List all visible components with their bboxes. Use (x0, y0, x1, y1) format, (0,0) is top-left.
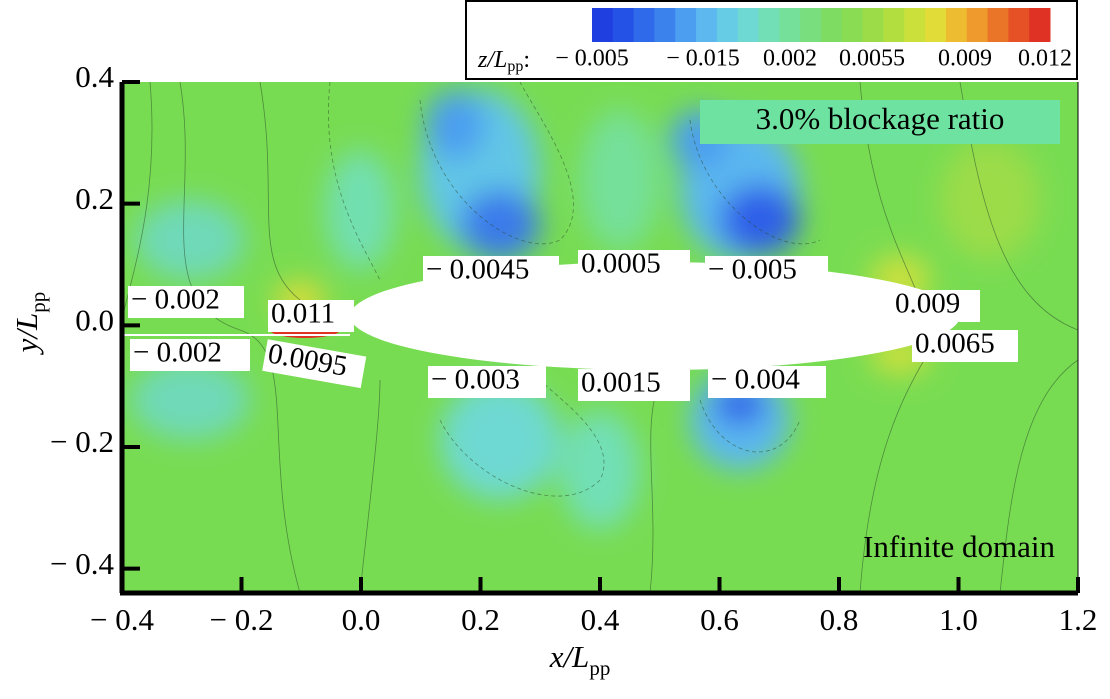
colorbar-segment (1029, 8, 1051, 42)
colorbar-segment (883, 8, 905, 42)
colorbar-segment (633, 8, 655, 42)
x-tick-label: − 0.2 (210, 602, 274, 637)
colorbar-label-sub: pp (507, 58, 523, 75)
colorbar-segment (737, 8, 760, 42)
colorbar-segment (612, 8, 635, 42)
contour-label-box (912, 330, 1018, 362)
contour-label-box (262, 339, 367, 389)
x-tick-label: 0.8 (820, 602, 859, 637)
y-axis-label-main: y/L (9, 313, 44, 356)
colorbar-tick-label: 0.0055 (839, 46, 905, 72)
contour-label: − 0.003 (428, 364, 546, 398)
colorbar-segment (716, 8, 739, 42)
colorbar-label-main: z/L (477, 47, 507, 73)
colorbar-segment (1008, 8, 1030, 42)
contour-label-text: 0.0065 (915, 328, 995, 360)
colorbar-segment (904, 8, 926, 42)
contour-label-text: − 0.004 (711, 364, 800, 396)
x-tick-label: − 0.4 (90, 602, 154, 637)
contour-label-text: 0.0015 (581, 367, 661, 399)
contour-label-text: 0.011 (271, 298, 335, 330)
contour-label-box (428, 366, 546, 398)
colorbar-segment (592, 8, 614, 42)
colorbar-segment (821, 8, 843, 42)
x-axis-label-sub: pp (589, 656, 610, 680)
contour-label: 0.009 (892, 288, 980, 322)
y-tick-label: 0.2 (75, 181, 114, 216)
colorbar-tick-label: 0.012 (1018, 46, 1072, 72)
y-tick-label: − 0.2 (50, 424, 114, 459)
x-tick-label: 0.0 (342, 602, 381, 637)
colorbar-tick-label: 0.002 (763, 46, 817, 72)
contour-label-box (268, 300, 354, 332)
contour-label-box (423, 256, 559, 288)
y-axis-label: y/Lpp (9, 292, 50, 356)
colorbar-label-suffix: : (523, 47, 530, 73)
contour-label-box (708, 366, 826, 398)
contour-label-text: − 0.002 (131, 284, 220, 316)
colorbar-segment (841, 8, 864, 42)
x-axis-label-main: x/L (549, 639, 590, 674)
y-tick-label: − 0.4 (50, 546, 114, 581)
contour-label: 0.0005 (578, 248, 690, 282)
contour-label-text: − 0.002 (133, 337, 222, 369)
x-tick-label: 0.2 (461, 602, 500, 637)
contour-label-text: − 0.003 (431, 364, 520, 396)
x-tick-label: 0.6 (700, 602, 739, 637)
contour-label: − 0.002 (130, 337, 250, 371)
contour-label-text: 0.009 (895, 288, 960, 320)
colorbar-segment (925, 8, 947, 42)
annotation-box (700, 100, 1060, 144)
contour-label-box (128, 286, 244, 318)
colorbar-segment (862, 8, 884, 42)
colorbar-tick-label: 0.009 (938, 46, 992, 72)
annotation: Infinite domain (863, 529, 1055, 564)
colorbar-segment (966, 8, 989, 42)
colorbar-segment (654, 8, 676, 42)
colorbar-segment (779, 8, 801, 42)
contour-label-box (578, 250, 690, 282)
annotation: 3.0% blockage ratio (756, 101, 1005, 136)
colorbar-segment (800, 8, 822, 42)
contour-label: − 0.0045 (423, 254, 559, 288)
colorbar-label: z/Lpp: (477, 47, 530, 75)
y-tick-label: 0.0 (75, 302, 114, 337)
x-tick-label: 1.0 (939, 602, 978, 637)
contour-label: − 0.004 (708, 364, 826, 398)
contour-label-box (705, 256, 828, 288)
contour-label-box (892, 290, 980, 322)
contour-label: 0.0065 (912, 328, 1018, 362)
colorbar-segment (945, 8, 968, 42)
y-tick-label: 0.4 (75, 59, 114, 94)
colorbar-segment (987, 8, 1009, 42)
x-tick-label: 0.4 (581, 602, 620, 637)
contour-label: − 0.002 (128, 284, 244, 318)
x-tick-label: 1.2 (1059, 602, 1098, 637)
x-axis-label: x/Lpp (549, 639, 611, 680)
colorbar-tick-label: − 0.005 (555, 46, 629, 72)
contour-label-text: − 0.005 (708, 254, 797, 286)
contour-label-text: 0.0005 (581, 248, 661, 280)
colorbar-tick-label: − 0.015 (666, 46, 740, 72)
colorbar-segment (696, 8, 718, 42)
contour-label-box (578, 369, 690, 401)
y-axis-label-sub: pp (26, 292, 50, 313)
contour-label: − 0.005 (705, 254, 828, 288)
contour-label-box (130, 339, 250, 371)
contour-label-text: − 0.0045 (426, 254, 529, 286)
colorbar-segment (675, 8, 697, 42)
colorbar-segment (758, 8, 780, 42)
contour-label: 0.0015 (578, 367, 690, 401)
contour-label: 0.011 (268, 298, 354, 332)
